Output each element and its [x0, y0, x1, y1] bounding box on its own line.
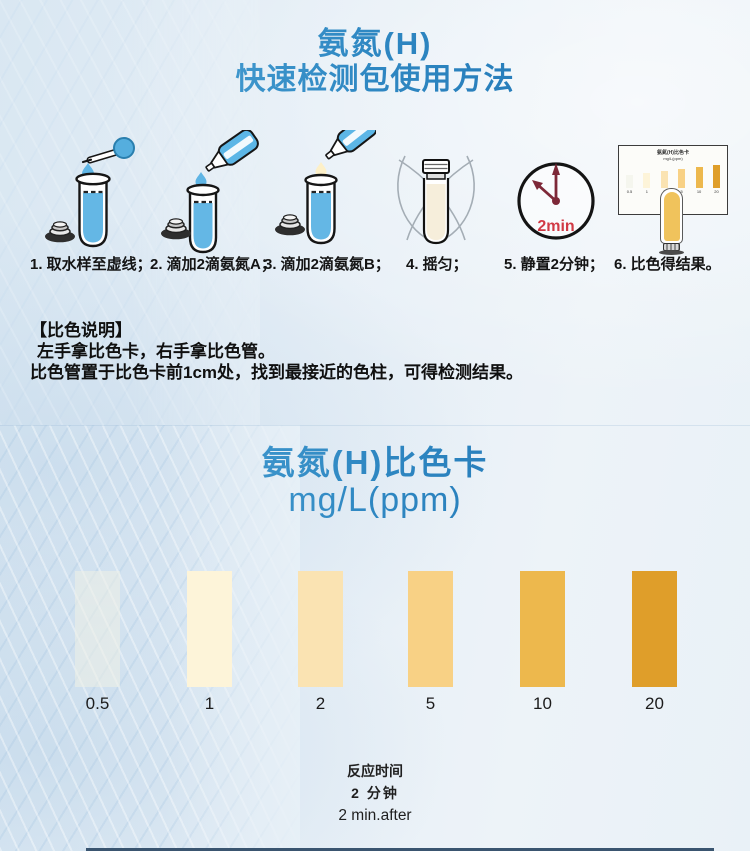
color-card-title-line1: 氨氮(H)比色卡: [0, 444, 750, 481]
test-tube: [304, 173, 338, 245]
swatch-0.5: [75, 571, 120, 687]
step6-caption: 6. 比色得结果。: [614, 256, 721, 273]
swatch-label: 1: [204, 694, 215, 713]
page-title: 氨氮(H) 快速检测包使用方法: [0, 27, 750, 97]
reaction-time-note: 反应时间 2 分钟 2 min.after: [0, 762, 750, 825]
result-tube-base: [659, 249, 684, 255]
title-line1: 氨氮(H): [0, 27, 750, 61]
comparison-instructions: 【比色说明】 左手拿比色卡，右手拿比色管。 比色管置于比色卡前1cm处，找到最接…: [30, 320, 523, 383]
step5-caption: 5. 静置2分钟；: [504, 256, 605, 273]
mini-swatch-label: 0.5: [626, 189, 633, 194]
reaction-time-line2: 2 分钟: [351, 785, 399, 801]
result-test-tube: [660, 188, 683, 244]
swatch-2: [298, 571, 343, 687]
step4-caption: 4. 摇匀；: [406, 256, 468, 273]
reaction-time-line3: 2 min.after: [338, 807, 412, 824]
mini-swatch-label: 1: [645, 189, 648, 194]
reagent-bottle-icon: [325, 130, 376, 160]
mini-swatch: [626, 175, 633, 188]
step2-illustration-reagent-a: [161, 130, 259, 254]
instructions-line2: 比色管置于比色卡前1cm处，找到最接近的色柱，可得检测结果。: [30, 363, 524, 382]
mini-swatch-row: [619, 164, 727, 188]
section-divider: [0, 425, 750, 426]
test-tube: [75, 172, 111, 248]
mini-swatch: [712, 165, 720, 188]
step3-illustration-reagent-b: [275, 130, 376, 245]
color-card-title: 氨氮(H)比色卡 mg/L(ppm): [0, 444, 750, 519]
mini-swatch-label: 10: [696, 189, 702, 194]
mini-card-subtitle: mg/L(ppm): [663, 156, 683, 161]
swatch-label: 2: [315, 694, 326, 713]
mini-card-title: 氨氮(H)比色卡: [657, 150, 689, 156]
mini-swatch: [695, 167, 703, 188]
step1-caption: 1. 取水样至虚线；: [30, 256, 152, 273]
tube-cap-icon: [161, 218, 191, 240]
instructions-heading: 【比色说明】: [30, 321, 132, 340]
tube-cap-icon: [275, 214, 305, 236]
swatch-10: [520, 571, 565, 687]
capped-test-tube: [422, 159, 450, 245]
dropper-icon: [81, 137, 135, 164]
tube-cap-icon: [45, 221, 75, 243]
swatch-label: 0.5: [85, 694, 110, 713]
reaction-time-line1: 反应时间: [347, 763, 403, 779]
bottom-edge-strip: [86, 848, 714, 851]
reagent-bottle-icon: [205, 130, 259, 172]
step3-caption: 3. 滴加2滴氨氮B；: [264, 256, 390, 273]
step2-caption: 2. 滴加2滴氨氮A；: [150, 256, 276, 273]
swatch-label: 5: [425, 694, 436, 713]
water-drop-icon: [315, 162, 327, 178]
mini-swatch-label: 5: [680, 189, 683, 194]
title-line2: 快速检测包使用方法: [0, 63, 750, 97]
clock-duration-label: 2min: [537, 218, 574, 235]
swatch-5: [408, 571, 453, 687]
color-card-title-line2: mg/L(ppm): [0, 482, 750, 519]
mini-swatch: [660, 171, 668, 188]
step5-illustration-clock: 2min: [517, 162, 595, 240]
swatch-label: 20: [645, 694, 664, 713]
result-liquid: [663, 192, 680, 241]
clock-hands: [532, 163, 560, 205]
test-tube: [186, 183, 220, 254]
swatch-label: 10: [533, 694, 552, 713]
mini-swatch-label: 20: [714, 189, 719, 194]
step4-illustration-shake-tube: [397, 155, 475, 245]
swatch-20: [632, 571, 677, 687]
mini-swatch: [678, 169, 686, 188]
mini-swatch: [643, 173, 651, 188]
swatch-1: [187, 571, 232, 687]
water-drop-icon: [195, 172, 207, 188]
instructions-line1: 左手拿比色卡，右手拿比色管。: [37, 342, 275, 361]
step1-illustration-dropper-into-tube: [45, 137, 135, 248]
